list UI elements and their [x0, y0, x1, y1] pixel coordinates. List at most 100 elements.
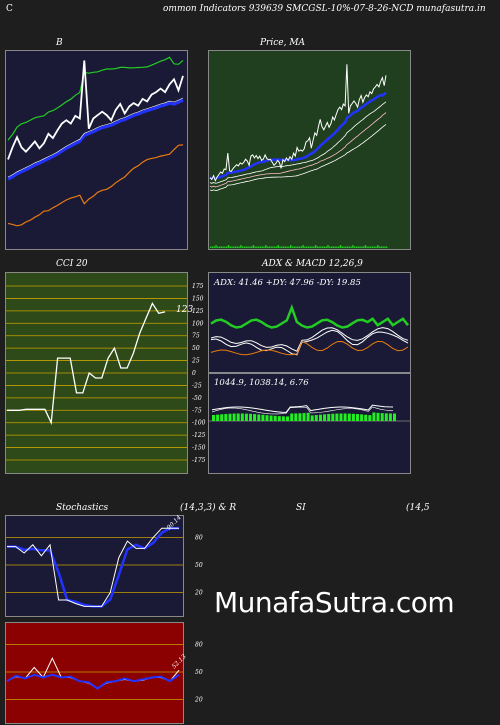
macd-bar — [212, 415, 215, 421]
volume-bar — [355, 246, 358, 248]
volume-bar — [245, 246, 247, 248]
adx-chart: ADX: 41.46 +DY: 47.96 -DY: 19.85 1044.9,… — [208, 272, 411, 474]
rsi-title: SI — [296, 503, 306, 513]
volume-bar — [348, 246, 351, 248]
macd-bar — [302, 413, 306, 421]
volume-bar — [373, 246, 375, 248]
cci-tick-label: 25 — [191, 358, 200, 365]
macd-bar — [335, 413, 339, 421]
volume-bar — [291, 246, 294, 248]
volume-bar — [339, 245, 342, 248]
rsi-params: (14,5 — [406, 503, 430, 513]
volume-bar — [282, 246, 285, 248]
volume-bar — [307, 246, 310, 248]
volume-bar — [293, 246, 295, 248]
macd-bar — [306, 412, 310, 421]
volume-bar — [261, 246, 263, 248]
cci-tick-label: 0 — [192, 370, 196, 377]
macd-bar — [253, 414, 257, 421]
macd-bar — [323, 414, 327, 421]
adx-title: ADX & MACD 12,26,9 — [262, 259, 363, 269]
volume-bar — [240, 245, 242, 248]
adx-line-2 — [210, 329, 409, 356]
cci-tick-label: -25 — [192, 382, 202, 389]
macd-bar — [372, 412, 376, 421]
price-title: Price, MA — [260, 38, 306, 48]
macd-histogram — [212, 412, 396, 421]
macd-signal-line — [211, 406, 393, 415]
volume-bar — [380, 246, 383, 248]
volume-bar — [281, 246, 283, 248]
cci-tick-label: 50 — [192, 345, 200, 352]
volume-bar — [277, 245, 279, 248]
volume-bar — [231, 246, 233, 248]
volume-bar — [364, 245, 367, 248]
macd-bar — [286, 416, 289, 421]
stoch-title: Stochastics — [56, 503, 109, 513]
cci-tick-label: -125 — [192, 432, 206, 439]
volume-bar — [316, 246, 319, 248]
macd-bar — [319, 414, 322, 421]
bb-chart — [5, 50, 188, 250]
volume-bar — [266, 246, 269, 248]
volume-bar — [242, 246, 244, 248]
macd-bar — [331, 413, 335, 421]
volume-bar — [314, 245, 317, 248]
macd-bar — [273, 415, 277, 421]
macd-bar — [244, 413, 248, 421]
macd-bar — [347, 413, 351, 421]
volume-bar — [258, 246, 260, 248]
volume-bar — [250, 246, 253, 248]
volume-bar — [345, 246, 347, 248]
volume-bar — [334, 246, 336, 248]
macd-bar — [376, 412, 380, 421]
volume-bar — [377, 245, 379, 248]
volume-bar — [300, 246, 303, 248]
macd-bar — [339, 413, 343, 421]
volume-bar — [311, 246, 313, 248]
volume-bar — [263, 246, 265, 248]
stoch-plot-area — [5, 515, 184, 617]
macd-bar — [298, 413, 302, 421]
adx-readout: ADX: 41.46 +DY: 47.96 -DY: 19.85 — [213, 278, 361, 288]
volume-bar — [265, 245, 267, 248]
stoch-k-line — [7, 527, 179, 607]
volume-bar — [386, 246, 388, 248]
volume-bar — [210, 246, 212, 248]
volume-bar — [286, 246, 288, 248]
cci-line — [7, 302, 166, 426]
volume-bar — [343, 246, 345, 248]
volume-bar — [254, 246, 256, 248]
volume-bar — [338, 246, 340, 248]
volume-bar — [268, 246, 271, 248]
macd-bar — [360, 414, 364, 421]
volume-bar — [234, 246, 237, 248]
volume-bar — [218, 246, 221, 248]
ma-blue-line — [209, 91, 387, 180]
macd-bar — [277, 416, 281, 421]
volume-bar — [275, 246, 278, 248]
volume-bar — [256, 246, 258, 248]
volume-bar — [222, 246, 224, 248]
macd-bar — [368, 415, 372, 421]
volume-bar — [378, 246, 381, 248]
volume-bar — [213, 246, 215, 248]
cci-tick-label: -75 — [192, 407, 202, 414]
bb-title: B — [56, 38, 63, 48]
volume-bar — [366, 246, 368, 248]
macd-bar — [240, 413, 244, 421]
volume-bar — [224, 246, 226, 248]
macd-bar — [261, 414, 265, 421]
volume-bar — [284, 246, 287, 248]
watermark: MunafaSutra.com — [214, 586, 455, 619]
cci-tick-label: 125 — [192, 308, 204, 315]
macd-bar — [310, 415, 314, 421]
osc-tick-label: 50 — [195, 669, 203, 676]
volume-bar — [375, 246, 377, 248]
volume-bar — [346, 246, 349, 248]
volume-bar — [341, 246, 343, 248]
macd-bar — [384, 413, 388, 421]
volume-bar — [220, 246, 223, 248]
volume-bar — [259, 246, 262, 248]
